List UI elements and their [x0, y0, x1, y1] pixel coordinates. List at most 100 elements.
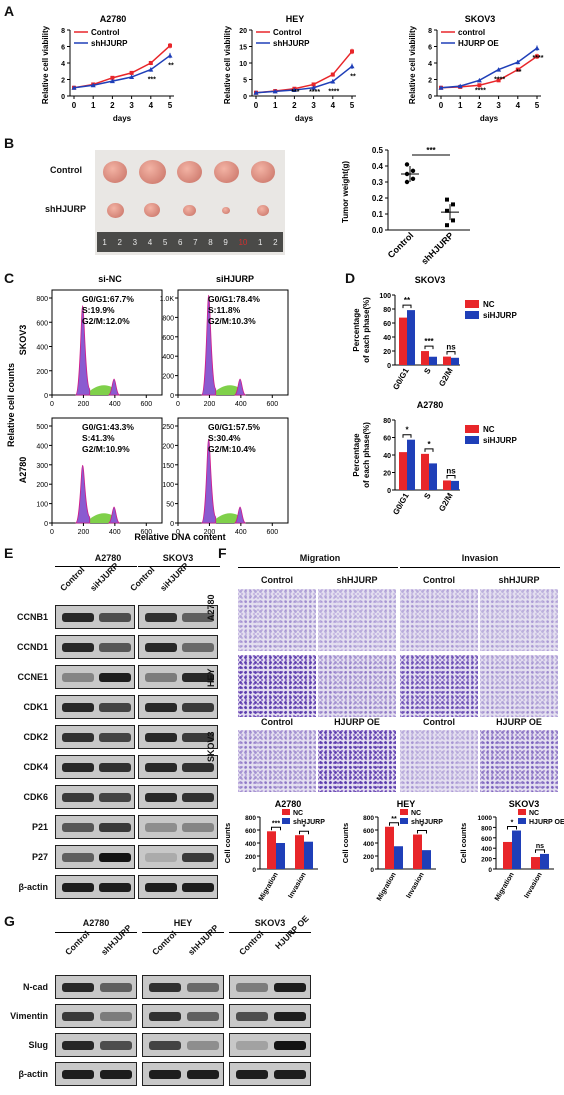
- f-sig-mark: *: [511, 820, 514, 827]
- f-transwell-image: [480, 589, 558, 651]
- d-sig-bracket: [424, 448, 434, 452]
- c-phase-stat: G0/G1:78.4%: [208, 294, 260, 304]
- g-group-line: [55, 932, 137, 933]
- panel-letter-d: D: [345, 270, 356, 286]
- f-sig-mark: ***: [272, 820, 280, 827]
- f-section-migration: Migration: [299, 553, 341, 563]
- e-blot-band: [99, 613, 131, 622]
- d-bar: [451, 357, 459, 365]
- a-data-point: [168, 43, 172, 48]
- e-blot-strip: [138, 665, 218, 689]
- a-data-point: [90, 82, 96, 88]
- f-col-label: HJURP OE: [496, 717, 542, 727]
- f-sig-bracket: [389, 822, 399, 826]
- e-blot-band: [99, 853, 131, 862]
- ruler-tick-label: 6: [177, 237, 183, 247]
- a-data-point: [438, 85, 444, 90]
- b-data-point: [451, 218, 455, 223]
- c-plot-frame: [51, 417, 163, 524]
- f-y-tick-label: 0: [488, 867, 492, 874]
- c-y-tick-label: 300: [36, 463, 48, 470]
- f-chart-title: HEY: [397, 799, 416, 809]
- d-bar: [407, 310, 415, 365]
- e-blot-band: [62, 643, 94, 652]
- panel-letter-b: B: [4, 135, 15, 151]
- c-y-axis-label: Relative cell counts: [6, 363, 16, 447]
- c-plot-frame: [51, 289, 163, 396]
- d-bar: [407, 439, 415, 490]
- c-phase-stat: S:30.4%: [208, 433, 241, 443]
- e-protein-label: CDK2: [23, 732, 48, 742]
- c-plot-frame: [177, 417, 289, 524]
- e-blot-band: [62, 883, 94, 892]
- d-sig-bracket: [402, 304, 412, 309]
- a-x-tick-label: 0: [254, 101, 259, 110]
- e-blot-band: [62, 613, 94, 622]
- f-transwell-image: [318, 589, 396, 651]
- g-blot-band: [236, 1012, 268, 1021]
- g-group-label: A2780: [82, 918, 110, 928]
- a-y-tick-label: 5: [243, 78, 247, 85]
- d-legend-swatch: [465, 300, 479, 308]
- d-chart-title: A2780: [417, 400, 444, 410]
- c-y-tick-label: 100: [162, 482, 174, 489]
- ruler-tick-label: 3: [132, 237, 138, 247]
- d-bar: [421, 453, 429, 490]
- e-blot-strip: [55, 755, 135, 779]
- f-legend-swatch: [282, 818, 290, 824]
- c-y-tick-label: 500: [36, 424, 48, 431]
- d-y-tick-label: 20: [383, 471, 391, 478]
- d-legend-label: NC: [483, 425, 495, 434]
- tumor: [257, 205, 269, 216]
- d-sig-mark: **: [404, 296, 411, 305]
- f-category-label: Migration: [494, 872, 516, 903]
- f-row-label: SKOV3: [206, 731, 216, 762]
- e-protein-label: CCND1: [16, 642, 48, 652]
- e-group-line-skov3: [138, 566, 220, 567]
- ruler: 1 2 3 4 5 6 7 8 9 10 1 2: [97, 232, 283, 252]
- a-data-point: [311, 85, 317, 90]
- f-transwell-image: [400, 730, 478, 792]
- c-y-tick-label: 200: [162, 443, 174, 450]
- e-blot-strip: [55, 635, 135, 659]
- f-bar: [531, 857, 540, 869]
- d-y-axis-label: of each phase(%): [362, 422, 371, 488]
- a-data-point: [476, 77, 482, 83]
- f-chart-title: A2780: [275, 799, 302, 809]
- f-bar: [413, 834, 422, 869]
- c-y-tick-label: 400: [162, 354, 174, 361]
- a-data-point: [291, 87, 297, 93]
- c-y-tick-label: 0: [170, 521, 174, 528]
- a-sig-mark: ****: [494, 77, 505, 84]
- f-y-tick-label: 200: [363, 854, 374, 861]
- f-sig-mark: *: [421, 824, 424, 831]
- c-y-tick-label: 1.0K: [160, 296, 175, 303]
- a-series-line: [440, 55, 538, 89]
- d-y-tick-label: 40: [383, 335, 391, 342]
- tumor-row-label-shhjurp: shHJURP: [45, 204, 87, 214]
- c-x-tick-label: 200: [204, 529, 216, 536]
- ruler-tick-label: 2: [273, 237, 278, 247]
- e-blot-band: [182, 733, 214, 742]
- g-blot-band: [187, 1070, 219, 1079]
- e-blot-band: [182, 643, 214, 652]
- a-data-point: [167, 53, 173, 58]
- f-y-tick-label: 1000: [478, 815, 493, 822]
- f-section-line: [238, 567, 398, 568]
- f-y-axis-label: Cell counts: [223, 823, 232, 863]
- f-y-tick-label: 200: [245, 854, 256, 861]
- c-y-tick-label: 200: [162, 374, 174, 381]
- c-col-title: siHJURP: [216, 274, 254, 284]
- c-s-phase-area: [85, 385, 112, 395]
- f-col-label: Control: [261, 575, 293, 585]
- f-bar: [394, 846, 403, 869]
- a-sig-mark: ****: [475, 87, 486, 94]
- a-x-tick-label: 4: [149, 101, 154, 110]
- e-blot-band: [145, 853, 177, 862]
- a-x-axis-label: days: [480, 114, 499, 123]
- e-blot-band: [145, 613, 177, 622]
- a-x-tick-label: 3: [311, 101, 316, 110]
- c-phase-stat: G2/M:12.0%: [82, 316, 130, 326]
- d-chart-title: SKOV3: [415, 275, 446, 285]
